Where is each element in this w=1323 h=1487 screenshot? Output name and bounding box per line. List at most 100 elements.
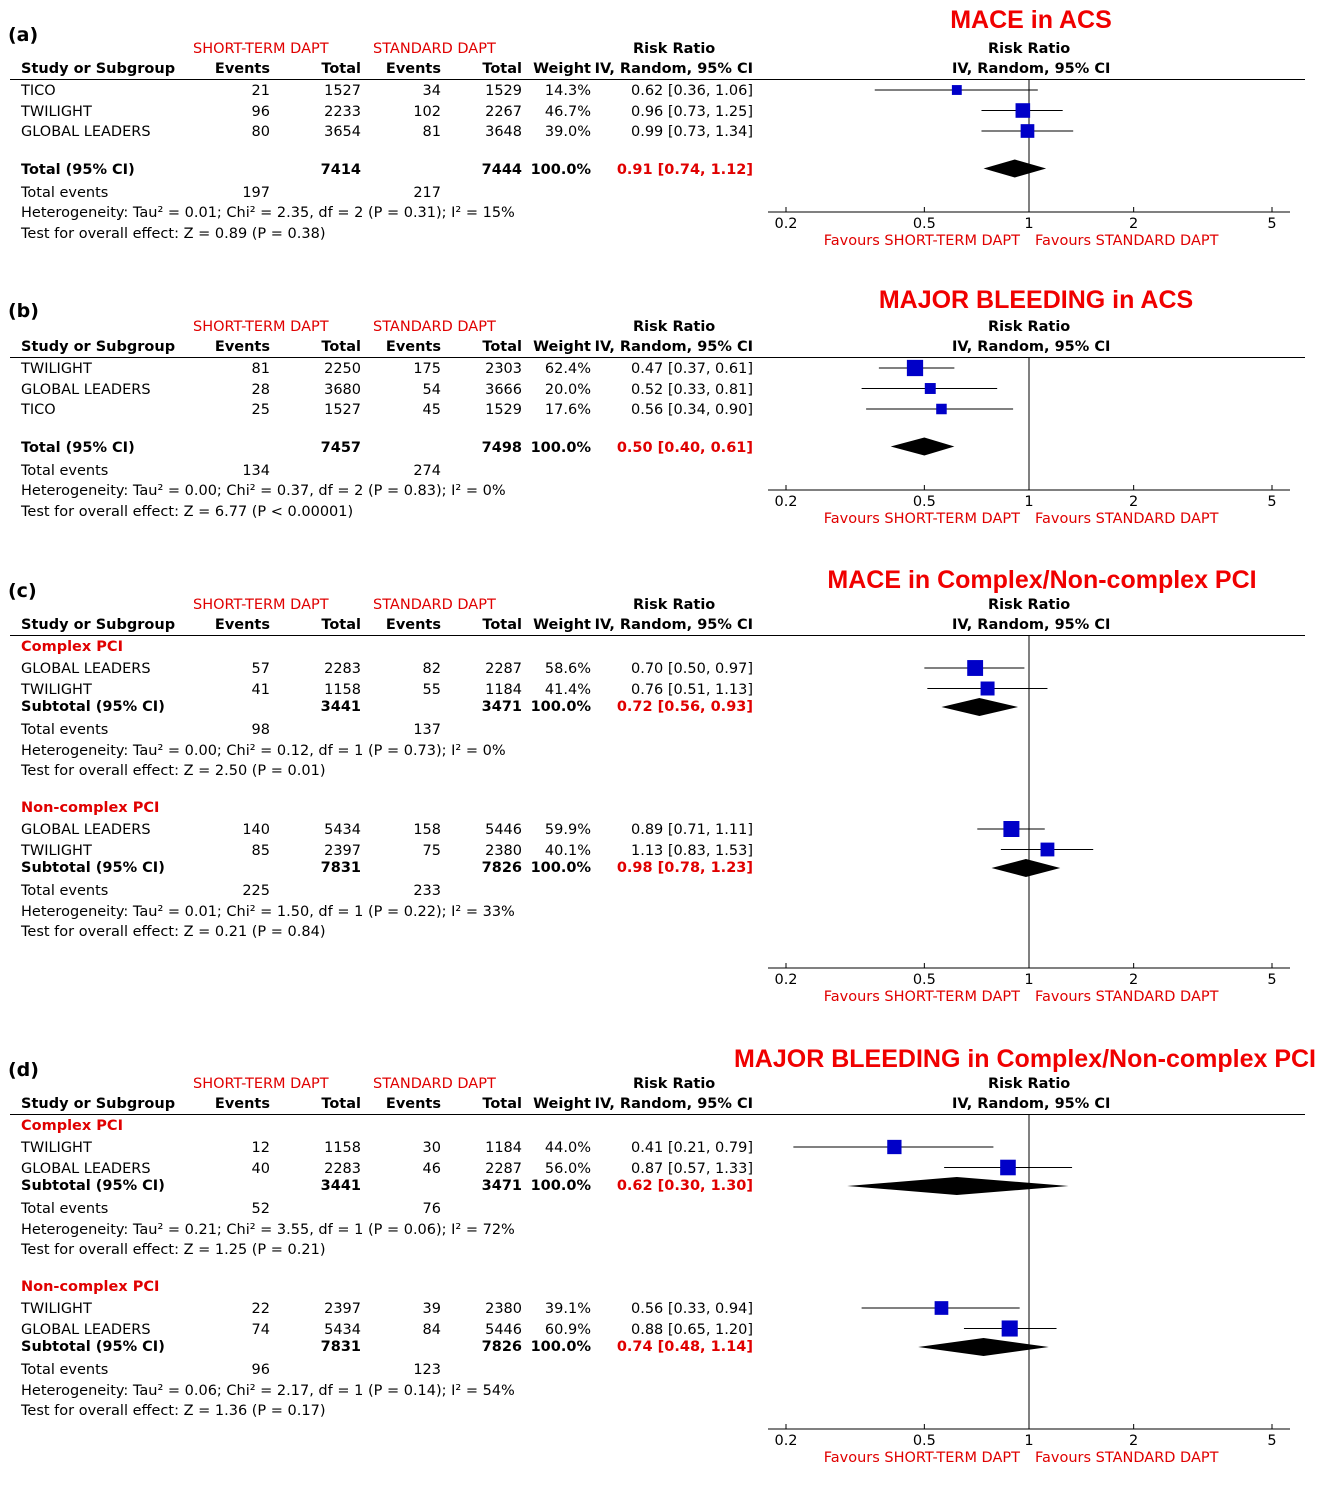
risk-ratio-header: Risk Ratio [633, 41, 716, 57]
total-events-label: Total events [21, 1362, 109, 1378]
study-ci: 0.89 [0.71, 1.11] [631, 822, 753, 838]
total-events-label: Total events [21, 184, 109, 201]
subgroup-label: Non-complex PCI [21, 800, 160, 816]
pooled-label: Subtotal (95% CI) [21, 699, 165, 715]
study-name: GLOBAL LEADERS [21, 381, 151, 398]
plot-risk-ratio-header: Risk Ratio [988, 319, 1071, 335]
panel-title: MACE in Complex/Non-complex PCI [827, 566, 1257, 594]
events-short: 28 [251, 381, 270, 398]
forest-plot-svg: 0.2 0.5 1 2 5 [768, 80, 1290, 232]
x-tick-label: 2 [1129, 1433, 1138, 1449]
study-name: GLOBAL LEADERS [21, 1321, 151, 1338]
study-ci: 0.56 [0.33, 0.94] [631, 1301, 753, 1317]
study-marker [1040, 842, 1055, 857]
pooled-ci: 0.50 [0.40, 0.61] [616, 439, 753, 456]
total-short: 2283 [324, 661, 361, 677]
total-short: 5434 [324, 1321, 361, 1338]
plot-ci-header: IV, Random, 95% CI [952, 617, 1111, 633]
events-short: 96 [251, 103, 270, 120]
x-tick-label: 0.5 [913, 972, 936, 988]
study-marker [934, 1301, 949, 1315]
study-marker [1015, 103, 1031, 118]
x-tick-label: 0.5 [913, 1433, 936, 1449]
x-tick-label: 0.2 [774, 216, 797, 232]
study-weight: 60.9% [544, 1321, 591, 1338]
total-events-short: 96 [251, 1362, 270, 1378]
overall-effect-text: Test for overall effect: Z = 6.77 (P < 0… [21, 503, 354, 520]
study-marker [980, 681, 995, 696]
total-standard: 1184 [485, 1140, 522, 1156]
heterogeneity-text: Heterogeneity: Tau² = 0.01; Chi² = 1.50,… [21, 903, 515, 920]
study-name: GLOBAL LEADERS [21, 1160, 151, 1177]
plot-ci-header: IV, Random, 95% CI [952, 61, 1111, 77]
pooled-weight: 100.0% [530, 1339, 591, 1355]
favours-right-label: Favours STANDARD DAPT [1035, 511, 1219, 527]
x-tick-label: 1 [1024, 216, 1033, 232]
total-short: 3654 [324, 124, 361, 140]
heterogeneity-text: Heterogeneity: Tau² = 0.00; Chi² = 0.37,… [21, 483, 506, 499]
study-marker [967, 660, 984, 676]
study-weight: 46.7% [544, 103, 591, 120]
panel-title: MACE in ACS [950, 6, 1112, 34]
events-standard: 84 [422, 1321, 441, 1338]
study-weight: 39.0% [544, 124, 591, 140]
favours-right-label: Favours STANDARD DAPT [1035, 989, 1219, 1005]
study-name: GLOBAL LEADERS [21, 124, 151, 140]
subgroup-label: Complex PCI [21, 639, 123, 655]
total-standard: 2287 [485, 661, 522, 677]
study-ci: 0.99 [0.73, 1.34] [631, 124, 753, 140]
study-name: TWILIGHT [21, 1140, 92, 1156]
ci-header: IV, Random, 95% CI [594, 61, 753, 77]
events-standard: 46 [422, 1160, 441, 1177]
panel-letter: (b) [8, 300, 39, 322]
group1-header: SHORT-TERM DAPT [193, 41, 329, 57]
pooled-diamond [918, 1338, 1049, 1356]
weight-header: Weight [533, 339, 591, 355]
pooled-ci: 0.72 [0.56, 0.93] [616, 699, 753, 715]
study-name: TWILIGHT [21, 681, 92, 698]
events-header: Events [385, 61, 441, 77]
overall-effect-text: Test for overall effect: Z = 0.89 (P = 0… [21, 225, 326, 242]
risk-ratio-header: Risk Ratio [633, 1076, 716, 1092]
study-marker [924, 383, 936, 394]
pooled-total-short: 3441 [320, 699, 361, 715]
pooled-diamond [983, 159, 1047, 178]
study-name: TWILIGHT [21, 1301, 92, 1317]
x-tick-label: 1 [1024, 494, 1033, 510]
panel-title: MAJOR BLEEDING in ACS [878, 286, 1194, 314]
pooled-label: Total (95% CI) [21, 439, 135, 456]
pooled-label: Subtotal (95% CI) [21, 860, 165, 876]
subgroup-label: Non-complex PCI [21, 1279, 160, 1295]
study-marker [1003, 821, 1020, 837]
overall-effect-text: Test for overall effect: Z = 1.25 (P = 0… [21, 1242, 326, 1258]
study-ci: 0.87 [0.57, 1.33] [631, 1160, 753, 1177]
events-short: 140 [242, 822, 270, 838]
plot-ci-header: IV, Random, 95% CI [952, 1096, 1111, 1112]
x-tick-label: 2 [1129, 972, 1138, 988]
study-ci: 0.76 [0.51, 1.13] [631, 681, 753, 698]
total-header: Total [321, 61, 361, 77]
x-tick-label: 0.5 [913, 494, 936, 510]
total-standard: 2303 [485, 361, 522, 377]
pooled-weight: 100.0% [530, 860, 591, 876]
total-events-label: Total events [21, 722, 109, 738]
heterogeneity-text: Heterogeneity: Tau² = 0.00; Chi² = 0.12,… [21, 742, 506, 759]
pooled-label: Total (95% CI) [21, 161, 135, 178]
events-standard: 39 [422, 1301, 441, 1317]
total-standard: 2380 [485, 1301, 522, 1317]
total-short: 2250 [324, 361, 361, 377]
total-events-standard: 217 [413, 184, 441, 201]
total-events-standard: 137 [413, 722, 441, 738]
group1-header: SHORT-TERM DAPT [193, 319, 329, 335]
study-ci: 0.47 [0.37, 0.61] [631, 361, 753, 377]
events-short: 85 [251, 842, 270, 859]
pooled-diamond [847, 1177, 1069, 1195]
total-header: Total [482, 617, 522, 633]
total-short: 1527 [324, 83, 361, 99]
pooled-weight: 100.0% [530, 161, 591, 178]
study-weight: 62.4% [544, 361, 591, 377]
events-short: 57 [251, 661, 270, 677]
x-tick-label: 0.2 [774, 972, 797, 988]
events-short: 22 [251, 1301, 270, 1317]
study-column-header: Study or Subgroup [21, 1096, 176, 1112]
